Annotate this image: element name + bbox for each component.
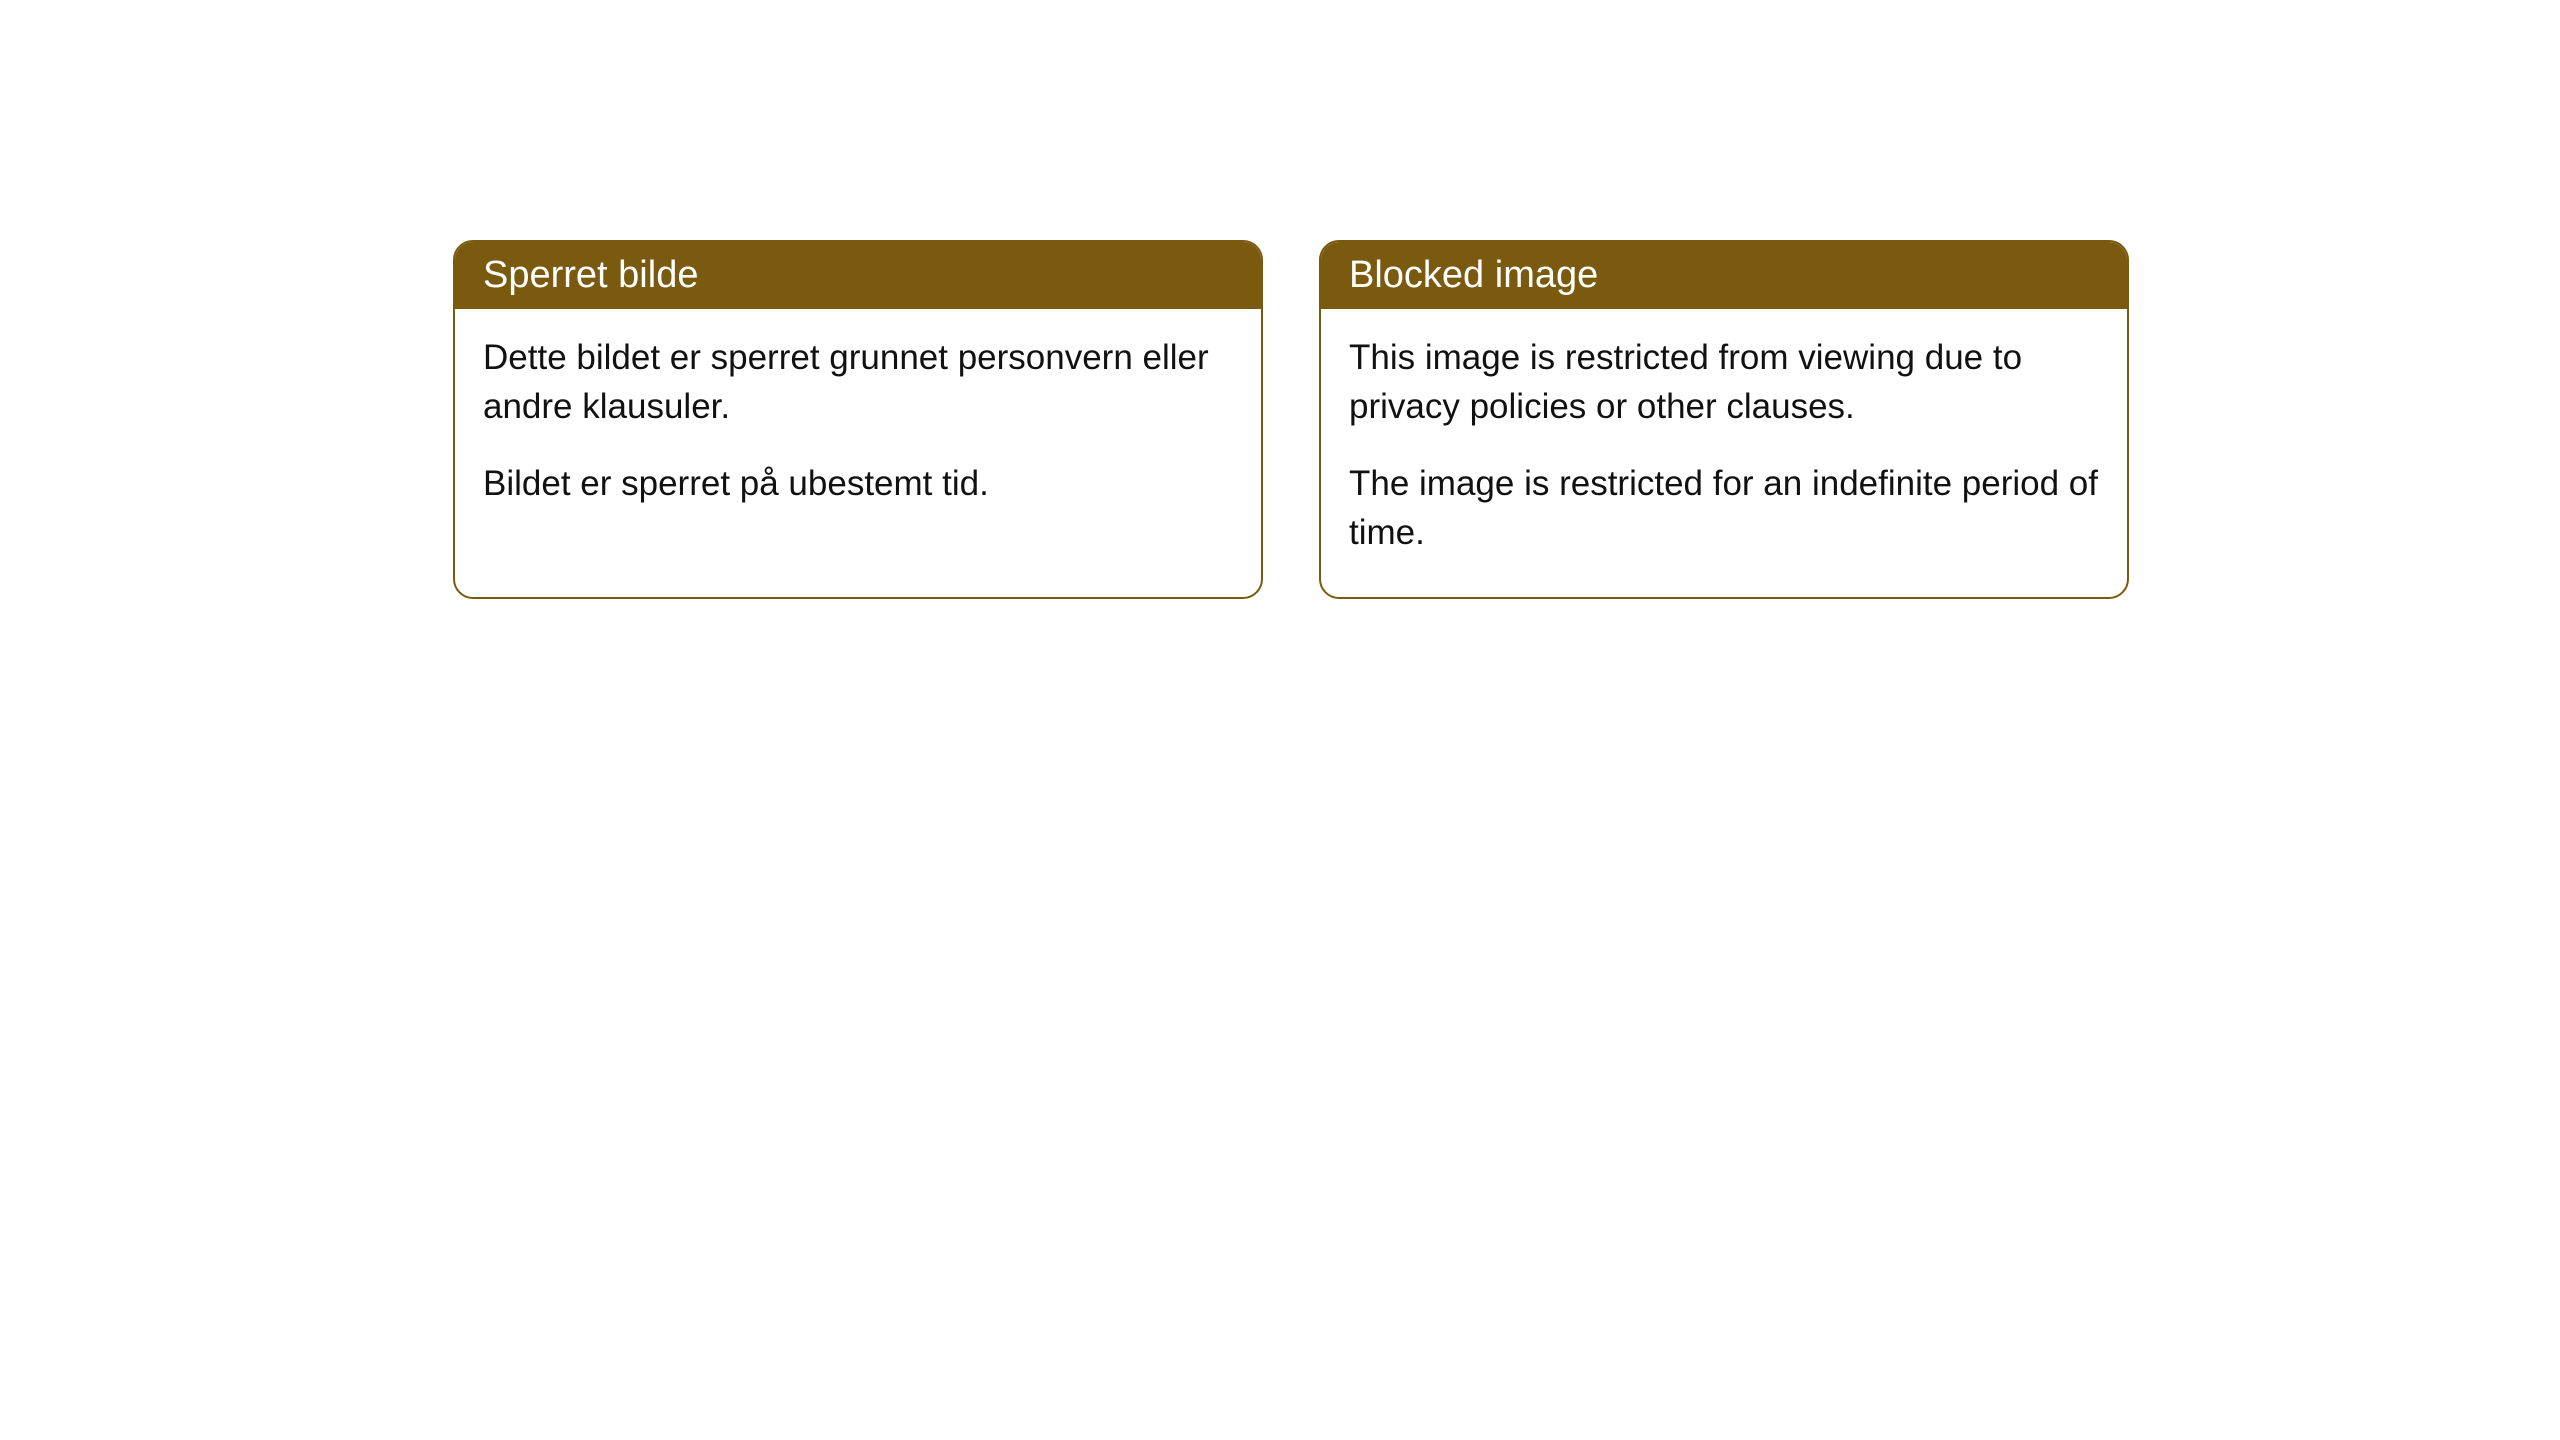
card-title: Sperret bilde bbox=[483, 254, 698, 296]
card-body-norwegian: Dette bildet er sperret grunnet personve… bbox=[455, 309, 1261, 548]
card-header-english: Blocked image bbox=[1321, 242, 2127, 309]
notice-cards-container: Sperret bilde Dette bildet er sperret gr… bbox=[453, 240, 2560, 599]
card-title: Blocked image bbox=[1349, 254, 1598, 296]
card-body-english: This image is restricted from viewing du… bbox=[1321, 309, 2127, 597]
blocked-image-card-norwegian: Sperret bilde Dette bildet er sperret gr… bbox=[453, 240, 1263, 599]
blocked-image-card-english: Blocked image This image is restricted f… bbox=[1319, 240, 2129, 599]
card-paragraph: Bildet er sperret på ubestemt tid. bbox=[483, 459, 1233, 508]
card-paragraph: This image is restricted from viewing du… bbox=[1349, 333, 2099, 431]
card-paragraph: Dette bildet er sperret grunnet personve… bbox=[483, 333, 1233, 431]
card-header-norwegian: Sperret bilde bbox=[455, 242, 1261, 309]
card-paragraph: The image is restricted for an indefinit… bbox=[1349, 459, 2099, 557]
